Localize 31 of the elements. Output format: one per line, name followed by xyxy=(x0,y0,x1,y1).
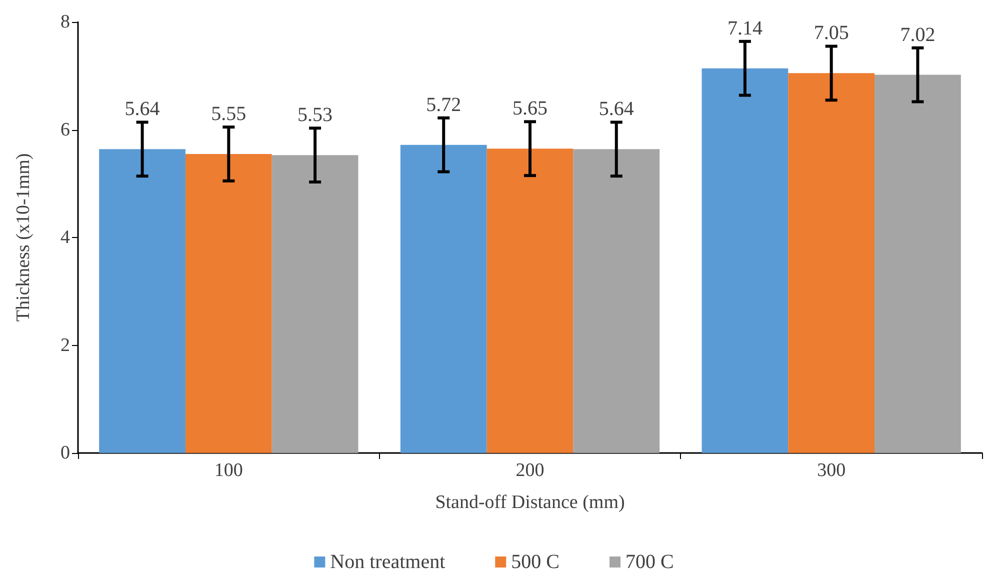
data-label: 5.55 xyxy=(211,102,246,125)
bar xyxy=(573,149,660,453)
y-tick-label: 8 xyxy=(60,12,70,32)
y-tick-label: 6 xyxy=(60,119,70,140)
bar xyxy=(272,155,358,453)
bar xyxy=(486,148,574,453)
bar xyxy=(788,73,875,453)
legend-label: 500 C xyxy=(511,551,560,573)
data-label: 7.05 xyxy=(814,22,849,44)
x-tick-label: 300 xyxy=(817,460,846,481)
y-axis-title: Thickness (x10-1mm) xyxy=(13,153,34,322)
y-tick-label: 2 xyxy=(60,334,70,356)
bar xyxy=(99,149,186,453)
legend-label: Non treatment xyxy=(330,551,446,573)
data-label: 5.64 xyxy=(124,98,160,120)
data-label: 5.64 xyxy=(598,98,634,120)
data-label: 5.65 xyxy=(512,98,548,120)
data-label: 7.14 xyxy=(727,17,762,40)
data-label: 7.02 xyxy=(900,24,936,46)
legend-label: 700 C xyxy=(625,551,674,573)
bar xyxy=(400,144,487,453)
data-label: 5.53 xyxy=(298,104,333,126)
y-tick-label: 4 xyxy=(60,227,70,248)
x-axis-title: Stand-off Distance (mm) xyxy=(435,492,625,513)
bar xyxy=(185,154,272,453)
data-label: 5.72 xyxy=(426,94,462,116)
bar xyxy=(702,68,788,453)
x-tick-label: 200 xyxy=(516,460,544,481)
y-tick-label: 0 xyxy=(60,442,70,464)
bar xyxy=(874,74,961,453)
x-tick-label: 100 xyxy=(214,460,243,481)
